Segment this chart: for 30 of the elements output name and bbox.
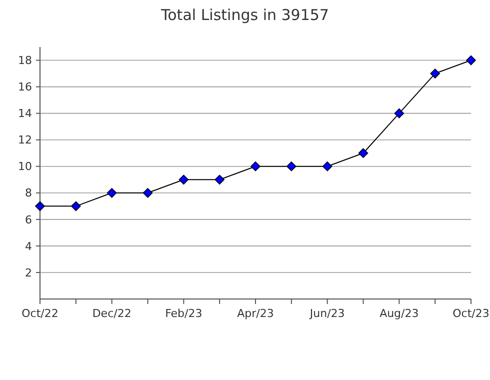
point (430, 68, 440, 78)
point (358, 148, 368, 158)
x-tick-label: Dec/22 (92, 307, 132, 320)
point (286, 161, 296, 172)
y-tick-label: 14 (18, 107, 32, 120)
x-tick-label: Jun/23 (308, 307, 345, 320)
x-tick-label: Aug/23 (380, 307, 419, 320)
y-tick-label: 12 (18, 134, 32, 147)
point (466, 55, 476, 66)
y-tick-label: 2 (25, 266, 32, 280)
x-tick-label: Feb/23 (165, 307, 202, 320)
x-tick-label: Apr/23 (237, 307, 274, 320)
y-tick-label: 10 (18, 160, 32, 174)
point (35, 201, 45, 212)
y-tick-label: 6 (25, 213, 32, 226)
y-tick-label: 18 (18, 54, 32, 68)
y-tick-label: 4 (25, 240, 32, 253)
point (322, 161, 332, 172)
y-tick-label: 16 (18, 80, 32, 94)
y-tick-label: 8 (25, 186, 32, 200)
point (178, 174, 189, 185)
point (106, 188, 117, 198)
x-tick-label: Oct/22 (22, 307, 58, 320)
x-tick-label: Oct/23 (452, 307, 490, 320)
point (71, 201, 81, 212)
point (250, 161, 260, 172)
point (142, 188, 153, 198)
point (394, 108, 404, 118)
chart-title: Total Listings in 39157 (160, 6, 329, 24)
point (214, 174, 224, 185)
